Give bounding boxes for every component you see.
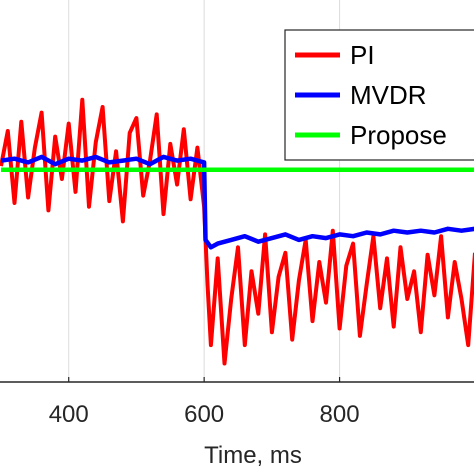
x-ticks: 400 600 800 (49, 377, 360, 428)
legend-label-pi: PI (350, 40, 375, 70)
x-tick-label-800: 800 (320, 401, 360, 428)
series-line-mvdr (0, 154, 474, 250)
legend-label-proposed: Propose (350, 120, 447, 150)
x-tick-label-600: 600 (184, 401, 224, 428)
legend: PI MVDR Propose (284, 29, 474, 161)
series-lines (0, 97, 474, 366)
x-tick-label-400: 400 (49, 401, 89, 428)
x-axis-title: Time, ms (204, 442, 302, 469)
legend-label-mvdr: MVDR (350, 80, 427, 110)
series-line-pi (0, 97, 474, 366)
